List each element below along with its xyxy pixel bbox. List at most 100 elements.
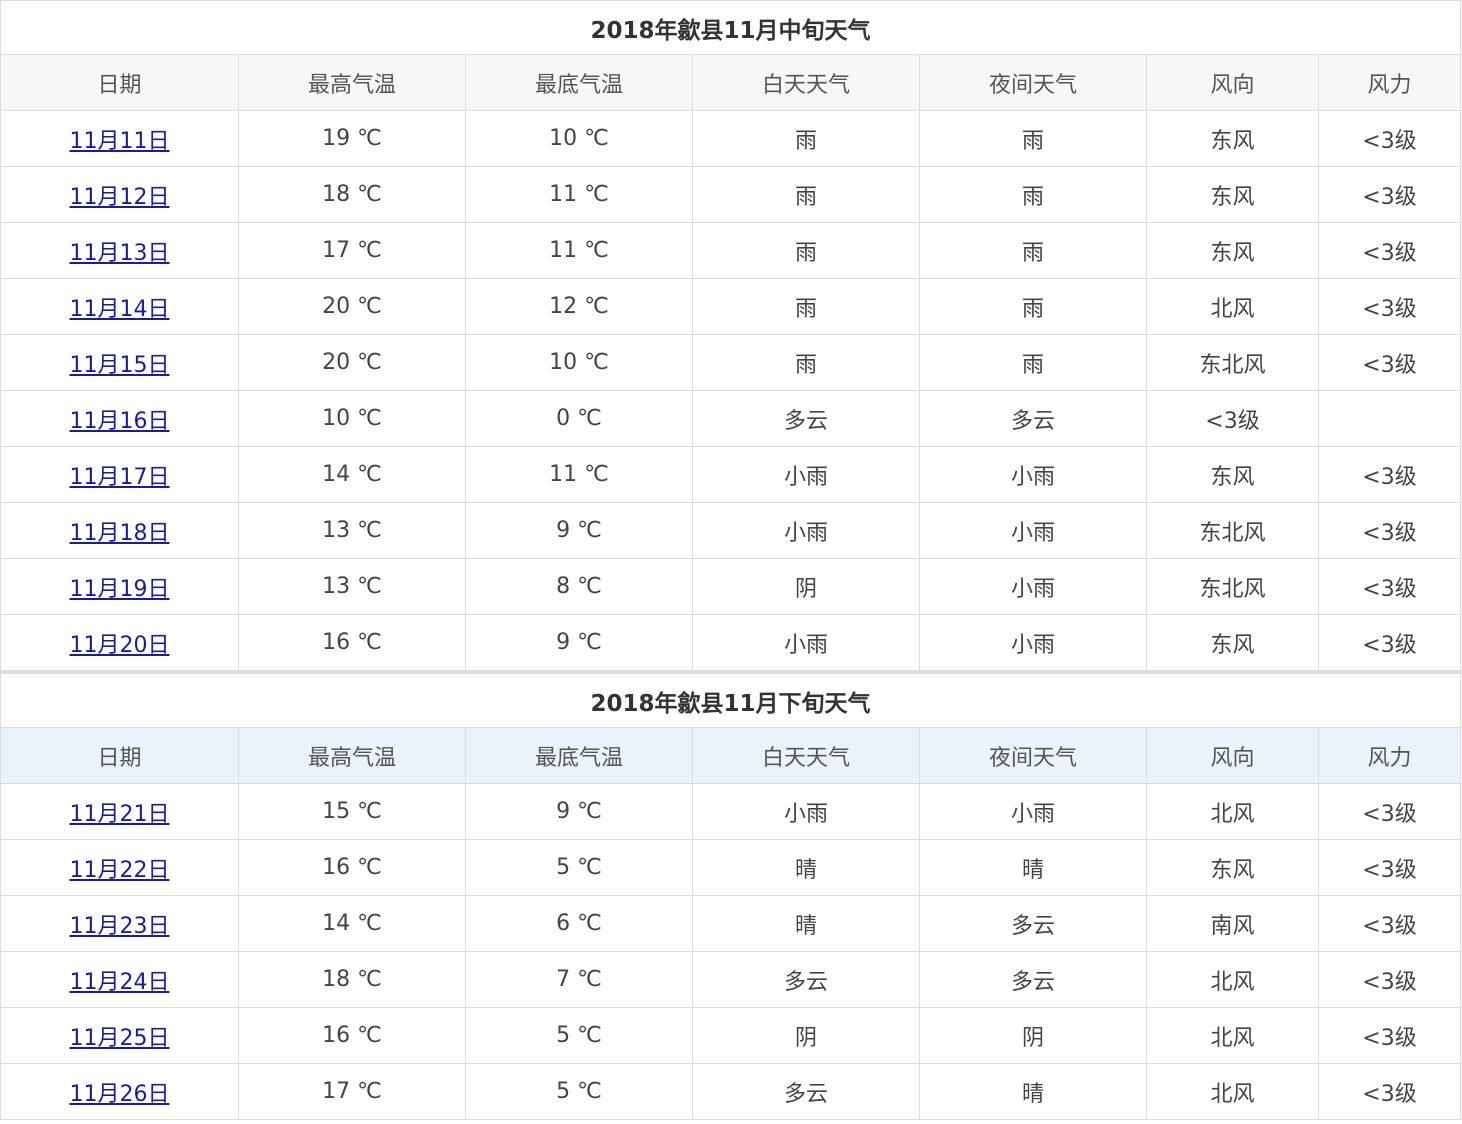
wind-force-cell: <3级 <box>1317 783 1462 840</box>
date-link[interactable]: 11月21日 <box>69 801 170 827</box>
table-row: 11月16日 10 ℃ 0 ℃ 多云 多云 <3级 <box>0 390 1462 447</box>
wind-direction-cell: 南风 <box>1146 895 1319 952</box>
date-cell: 11月16日 <box>0 390 239 447</box>
wind-direction-cell: 东北风 <box>1146 502 1319 559</box>
table-row: 11月17日 14 ℃ 11 ℃ 小雨 小雨 东风 <3级 <box>0 446 1462 503</box>
date-link[interactable]: 11月11日 <box>69 128 170 154</box>
date-link[interactable]: 11月17日 <box>69 464 170 490</box>
date-link[interactable]: 11月13日 <box>69 240 170 266</box>
table-row: 11月22日 16 ℃ 5 ℃ 晴晴东风 <3级 <box>0 839 1462 896</box>
night-weather-cell: 小雨 <box>919 502 1147 559</box>
day-weather-cell: 雨 <box>692 334 920 391</box>
wind-direction-cell: 东风 <box>1146 446 1319 503</box>
header-wind-force: 风力 <box>1317 727 1462 784</box>
date-link[interactable]: 11月25日 <box>69 1025 170 1051</box>
wind-direction-cell: 东风 <box>1146 110 1319 167</box>
high-temp-cell: 18 ℃ <box>238 166 466 223</box>
low-temp-cell: 12 ℃ <box>465 278 693 335</box>
date-link[interactable]: 11月19日 <box>69 576 170 602</box>
low-temp-cell: 5 ℃ <box>465 1063 693 1120</box>
night-weather-cell: 雨 <box>919 166 1147 223</box>
night-weather-cell: 雨 <box>919 278 1147 335</box>
table-title-row: 2018年歙县11月下旬天气 <box>0 672 1462 728</box>
date-link[interactable]: 11月18日 <box>69 520 170 546</box>
wind-direction-cell: 北风 <box>1146 1007 1319 1064</box>
high-temp-cell: 17 ℃ <box>238 222 466 279</box>
table-row: 11月24日 18 ℃ 7 ℃ 多云 多云 北风 <3级 <box>0 951 1462 1008</box>
wind-direction-cell: 东风 <box>1146 614 1319 671</box>
wind-force-cell: <3级 <box>1317 110 1462 167</box>
low-temp-cell: 10 ℃ <box>465 110 693 167</box>
header-day-weather: 白天天气 <box>692 54 920 111</box>
date-link[interactable]: 11月15日 <box>69 352 170 378</box>
day-weather-cell: 小雨 <box>692 502 920 559</box>
night-weather-cell: 雨 <box>919 334 1147 391</box>
day-weather-cell: 雨 <box>692 110 920 167</box>
date-link[interactable]: 11月24日 <box>69 969 170 995</box>
table-row: 11月25日 16 ℃ 5 ℃ 阴阴北风 <3级 <box>0 1007 1462 1064</box>
date-link[interactable]: 11月20日 <box>69 632 170 658</box>
day-weather-cell: 小雨 <box>692 614 920 671</box>
low-temp-cell: 0 ℃ <box>465 390 693 447</box>
table-header-row: 日期 最高气温 最底气温 白天天气 夜间天气 风向 风力 <box>0 727 1462 784</box>
high-temp-cell: 15 ℃ <box>238 783 466 840</box>
wind-force-cell: <3级 <box>1317 166 1462 223</box>
date-link[interactable]: 11月26日 <box>69 1081 170 1107</box>
night-weather-cell: 小雨 <box>919 446 1147 503</box>
night-weather-cell: 小雨 <box>919 558 1147 615</box>
night-weather-cell: 雨 <box>919 222 1147 279</box>
wind-force-cell: <3级 <box>1317 895 1462 952</box>
table-title: 2018年歙县11月中旬天气 <box>0 0 1462 55</box>
date-cell: 11月26日 <box>0 1063 239 1120</box>
night-weather-cell: 小雨 <box>919 783 1147 840</box>
date-cell: 11月11日 <box>0 110 239 167</box>
high-temp-cell: 20 ℃ <box>238 334 466 391</box>
low-temp-cell: 8 ℃ <box>465 558 693 615</box>
wind-force-cell <box>1317 390 1462 447</box>
wind-force-cell: <3级 <box>1317 839 1462 896</box>
table-header-row: 日期 最高气温 最底气温 白天天气 夜间天气 风向 风力 <box>0 54 1462 111</box>
night-weather-cell: 雨 <box>919 110 1147 167</box>
date-link[interactable]: 11月22日 <box>69 857 170 883</box>
wind-force-cell: <3级 <box>1317 222 1462 279</box>
date-link[interactable]: 11月12日 <box>69 184 170 210</box>
table-row: 11月23日 14 ℃ 6 ℃ 晴多云 南风 <3级 <box>0 895 1462 952</box>
high-temp-cell: 16 ℃ <box>238 614 466 671</box>
header-high-temp: 最高气温 <box>238 54 466 111</box>
day-weather-cell: 多云 <box>692 1063 920 1120</box>
header-high-temp: 最高气温 <box>238 727 466 784</box>
table-title-row: 2018年歙县11月中旬天气 <box>0 0 1462 55</box>
high-temp-cell: 13 ℃ <box>238 502 466 559</box>
high-temp-cell: 14 ℃ <box>238 446 466 503</box>
date-cell: 11月21日 <box>0 783 239 840</box>
header-wind-direction: 风向 <box>1146 727 1319 784</box>
date-cell: 11月20日 <box>0 614 239 671</box>
high-temp-cell: 17 ℃ <box>238 1063 466 1120</box>
header-low-temp: 最底气温 <box>465 727 693 784</box>
date-link[interactable]: 11月23日 <box>69 913 170 939</box>
day-weather-cell: 小雨 <box>692 783 920 840</box>
night-weather-cell: 多云 <box>919 895 1147 952</box>
low-temp-cell: 11 ℃ <box>465 446 693 503</box>
table-row: 11月20日 16 ℃ 9 ℃ 小雨 小雨 东风 <3级 <box>0 614 1462 671</box>
day-weather-cell: 雨 <box>692 222 920 279</box>
date-cell: 11月24日 <box>0 951 239 1008</box>
date-link[interactable]: 11月14日 <box>69 296 170 322</box>
day-weather-cell: 阴 <box>692 1007 920 1064</box>
header-night-weather: 夜间天气 <box>919 727 1147 784</box>
low-temp-cell: 6 ℃ <box>465 895 693 952</box>
date-link[interactable]: 11月16日 <box>69 408 170 434</box>
wind-force-cell: <3级 <box>1317 278 1462 335</box>
table-title: 2018年歙县11月下旬天气 <box>0 672 1462 728</box>
low-temp-cell: 9 ℃ <box>465 502 693 559</box>
day-weather-cell: 阴 <box>692 558 920 615</box>
day-weather-cell: 多云 <box>692 951 920 1008</box>
wind-direction-cell: 东北风 <box>1146 558 1319 615</box>
table-row: 11月15日 20 ℃ 10 ℃ 雨雨东北风 <3级 <box>0 334 1462 391</box>
wind-force-cell: <3级 <box>1317 446 1462 503</box>
wind-force-cell: <3级 <box>1317 558 1462 615</box>
night-weather-cell: 晴 <box>919 1063 1147 1120</box>
header-low-temp: 最底气温 <box>465 54 693 111</box>
low-temp-cell: 7 ℃ <box>465 951 693 1008</box>
